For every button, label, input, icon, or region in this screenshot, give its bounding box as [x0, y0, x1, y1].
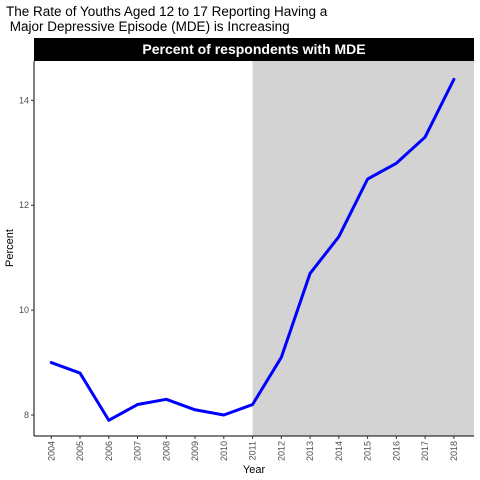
- x-tick-label: 2015: [363, 441, 373, 461]
- x-tick-label: 2007: [133, 441, 143, 461]
- x-tick-label: 2008: [161, 441, 171, 461]
- x-tick-label: 2017: [420, 441, 430, 461]
- x-tick-label: 2013: [305, 441, 315, 461]
- y-tick-label: 12: [19, 200, 29, 210]
- y-axis-title: Percent: [4, 229, 16, 267]
- x-tick-label: 2014: [334, 441, 344, 461]
- series-line: [49, 77, 456, 422]
- chart-title-line-1: The Rate of Youths Aged 12 to 17 Reporti…: [6, 4, 328, 19]
- shaded-region: [252, 61, 474, 436]
- facet-strip: [34, 38, 474, 61]
- x-tick-label: 2009: [190, 441, 200, 461]
- x-tick-label: 2004: [46, 441, 56, 461]
- x-tick-label: 2010: [219, 441, 229, 461]
- y-tick-label: 10: [19, 305, 29, 315]
- x-tick-label: 2011: [248, 441, 258, 460]
- x-tick-label: 2005: [75, 441, 85, 461]
- plot-area: 8 10 12 14 2004 2005 2006 2007 2008 2009 2010 2011 2…: [19, 61, 474, 461]
- x-tick-label: 2016: [391, 441, 401, 461]
- facet-strip-label: Percent of respondents with MDE: [142, 41, 365, 57]
- x-tick-label: 2018: [449, 441, 459, 461]
- x-tick-label: 2006: [104, 441, 114, 461]
- x-tick-label: 2012: [276, 441, 286, 461]
- x-axis-title: Year: [243, 464, 266, 476]
- chart-title-line-2: Major Depressive Episode (MDE) is Increa…: [6, 19, 290, 34]
- y-tick-label: 8: [24, 410, 29, 420]
- y-tick-label: 14: [19, 95, 29, 105]
